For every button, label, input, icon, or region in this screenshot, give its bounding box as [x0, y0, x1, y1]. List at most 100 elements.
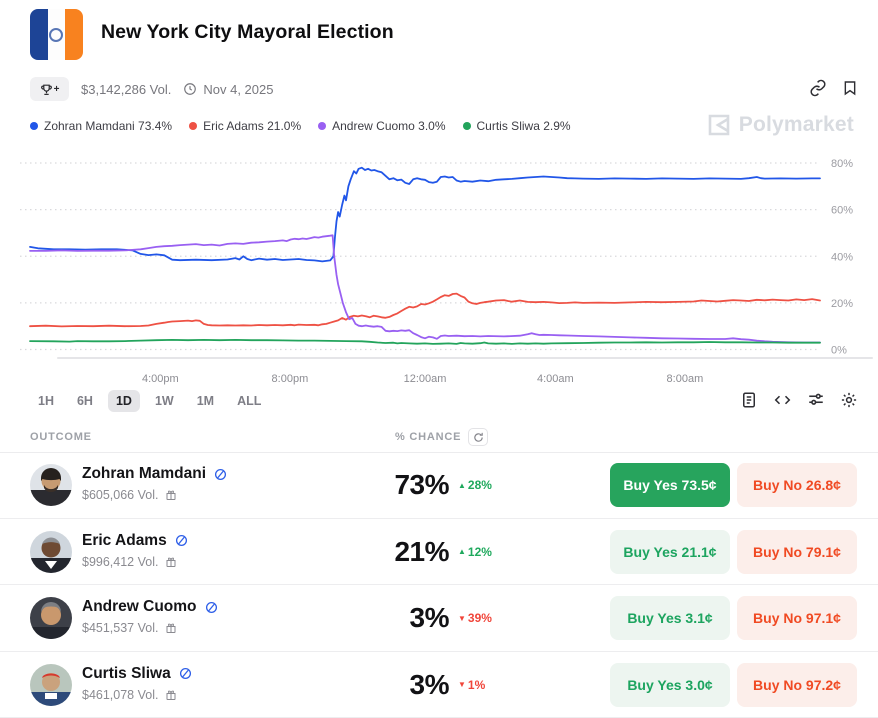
- buy-yes-button[interactable]: Buy Yes 3.0¢: [610, 662, 730, 707]
- svg-text:40%: 40%: [831, 251, 853, 263]
- down-arrow-icon: ▼: [458, 613, 466, 623]
- chart-baseline: [57, 357, 873, 359]
- time-range-selector: 1H 6H 1D 1W 1M ALL: [30, 390, 269, 412]
- buy-yes-button[interactable]: Buy Yes 73.5¢: [610, 463, 730, 507]
- buy-no-button[interactable]: Buy No 97.2¢: [737, 662, 857, 707]
- avatar-cuomo: [30, 597, 72, 639]
- buy-no-button[interactable]: Buy No 79.1¢: [737, 529, 857, 574]
- series-eric-adams: [29, 292, 821, 328]
- refresh-button[interactable]: [468, 428, 489, 446]
- price-chart[interactable]: 80% 60% 40% 20% 0% 4:00pm 8:00pm 12:00am 4:00am…: [0, 145, 878, 390]
- bookmark-icon[interactable]: [842, 79, 858, 97]
- chance-value: 3%: [409, 602, 450, 634]
- outcome-volume: $996,412 Vol.: [82, 554, 159, 569]
- legend-dot-green: [462, 122, 471, 130]
- legend-label: Curtis Sliwa 2.9%: [476, 119, 571, 133]
- range-button-1h[interactable]: 1H: [38, 394, 54, 408]
- legend-item-mamdani: Zohran Mamdani 73.4%: [30, 119, 172, 133]
- polymarket-logo-icon: [708, 114, 730, 136]
- no-position-icon: [214, 468, 227, 480]
- legend-item-cuomo: Andrew Cuomo 3.0%: [318, 119, 446, 133]
- clock-icon: [184, 83, 197, 95]
- outcome-name[interactable]: Eric Adams: [82, 531, 167, 549]
- svg-text:80%: 80%: [831, 158, 853, 170]
- down-arrow-icon: ▼: [458, 680, 466, 690]
- legend-dot-blue: [30, 122, 38, 130]
- chart-series: [29, 166, 821, 345]
- range-button-6h[interactable]: 6H: [76, 394, 93, 408]
- buy-yes-button[interactable]: Buy Yes 21.1¢: [610, 529, 730, 574]
- chart-yticks: 80% 60% 40% 20% 0%: [831, 158, 853, 357]
- series-zohran-mamdani: [29, 166, 821, 263]
- gift-icon[interactable]: [165, 489, 177, 501]
- outcome-name[interactable]: Andrew Cuomo: [82, 598, 197, 615]
- buy-no-button[interactable]: Buy No 97.1¢: [737, 596, 857, 640]
- table-row-cuomo[interactable]: Andrew Cuomo $451,537 Vol. 3% ▼ 39% Buy Y…: [0, 585, 878, 652]
- no-position-icon: [179, 667, 191, 680]
- chance-delta: ▲ 28%: [458, 478, 492, 493]
- trophy-icon: [40, 84, 52, 95]
- event-image-nyc-flag: [30, 9, 83, 60]
- outcome-column-header: OUTCOME: [30, 431, 92, 443]
- chance-value: 21%: [394, 535, 449, 567]
- gift-icon[interactable]: [165, 622, 177, 634]
- trophy-plus: +: [53, 83, 60, 95]
- event-stats: + $3,142,286 Vol. Nov 4, 2025: [30, 77, 273, 101]
- table-row-adams[interactable]: Eric Adams $996,412 Vol. 21% ▲ 12% Buy Ye…: [0, 519, 878, 585]
- svg-text:20%: 20%: [831, 298, 853, 310]
- filter-sliders-icon[interactable]: [807, 391, 825, 409]
- legend-label: Zohran Mamdani 73.4%: [44, 119, 173, 133]
- volume-text: $3,142,286 Vol.: [81, 81, 172, 97]
- event-date: Nov 4, 2025: [203, 81, 274, 97]
- refresh-icon: [474, 432, 483, 442]
- up-arrow-icon: ▲: [458, 480, 466, 490]
- chance-delta: ▼ 1%: [458, 677, 486, 692]
- series-andrew-cuomo: [29, 234, 821, 344]
- legend-dot-purple: [318, 122, 327, 130]
- outcome-volume: $451,537 Vol.: [82, 621, 159, 635]
- avatar-adams: [30, 530, 72, 573]
- chart-gridlines: [20, 162, 820, 351]
- series-curtis-sliwa: [29, 338, 821, 345]
- gift-icon[interactable]: [165, 556, 177, 568]
- svg-text:12:00am: 12:00am: [404, 373, 447, 385]
- svg-text:0%: 0%: [831, 345, 847, 357]
- buy-yes-button[interactable]: Buy Yes 3.1¢: [610, 596, 730, 640]
- range-button-1w[interactable]: 1W: [154, 394, 174, 408]
- outcome-volume: $461,078 Vol.: [82, 687, 159, 702]
- range-button-1d[interactable]: 1D: [107, 390, 140, 412]
- legend-dot-red: [189, 122, 198, 130]
- svg-text:8:00am: 8:00am: [667, 373, 704, 385]
- chart-xticks: 4:00pm 8:00pm 12:00am 4:00am 8:00am: [142, 373, 703, 385]
- settings-gear-icon[interactable]: [840, 391, 858, 409]
- table-row-sliwa[interactable]: Curtis Sliwa $461,078 Vol. 3% ▼ 1% Buy Ye…: [0, 652, 878, 718]
- legend-label: Andrew Cuomo 3.0%: [332, 119, 446, 133]
- outcome-name[interactable]: Zohran Mamdani: [82, 465, 207, 482]
- svg-text:4:00pm: 4:00pm: [142, 373, 179, 385]
- avatar-sliwa: [30, 663, 72, 706]
- outcome-name[interactable]: Curtis Sliwa: [82, 664, 171, 682]
- no-position-icon: [205, 601, 217, 613]
- gift-icon[interactable]: [165, 689, 177, 701]
- buy-no-button[interactable]: Buy No 26.8¢: [737, 463, 857, 507]
- embed-code-icon[interactable]: [773, 391, 792, 409]
- news-doc-icon[interactable]: [740, 391, 758, 409]
- svg-text:8:00pm: 8:00pm: [272, 373, 309, 385]
- legend-item-adams: Eric Adams 21.0%: [189, 119, 301, 133]
- up-arrow-icon: ▲: [458, 547, 466, 557]
- page-title: New York City Mayoral Election: [101, 21, 394, 43]
- legend-label: Eric Adams 21.0%: [203, 119, 302, 133]
- chance-value: 73%: [394, 469, 449, 501]
- outcomes-table: Zohran Mamdani $605,066 Vol. 73% ▲ 28% Bu…: [0, 452, 878, 718]
- chance-delta: ▼ 39%: [458, 611, 492, 626]
- range-button-all[interactable]: ALL: [237, 394, 262, 408]
- leaderboard-button[interactable]: +: [30, 77, 69, 101]
- watermark-label: Polymarket: [738, 113, 854, 136]
- range-button-1m[interactable]: 1M: [196, 394, 215, 408]
- copy-link-icon[interactable]: [809, 79, 827, 97]
- outcome-volume: $605,066 Vol.: [82, 488, 159, 502]
- table-row-mamdani[interactable]: Zohran Mamdani $605,066 Vol. 73% ▲ 28% Bu…: [0, 452, 878, 519]
- outcomes-table-header: OUTCOME % CHANCE: [0, 428, 878, 453]
- chart-legend: Zohran Mamdani 73.4% Eric Adams 21.0% An…: [30, 119, 571, 133]
